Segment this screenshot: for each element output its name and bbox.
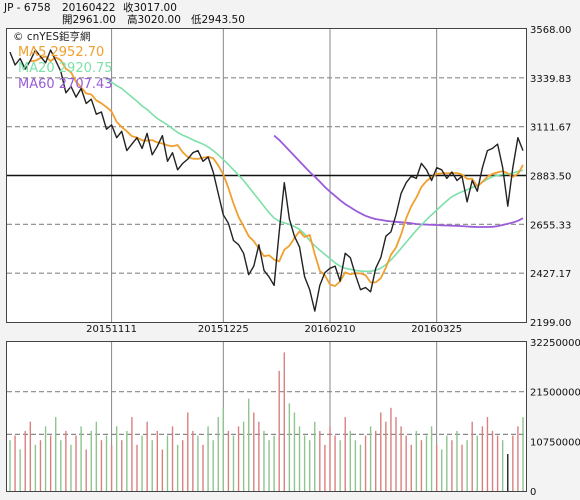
- symbol-label: JP - 6758: [4, 2, 51, 14]
- low-price: 低2943.50: [191, 14, 245, 26]
- volume-panel: [6, 341, 527, 492]
- y-tick-label: 2883.50: [530, 172, 571, 183]
- source-label: © cnYES鉅亨網: [13, 30, 90, 43]
- volume-tick-label: 10750000: [530, 437, 580, 448]
- high-price: 高3020.00: [127, 14, 181, 26]
- y-tick-label: 3111.67: [530, 123, 571, 134]
- volume-tick-label: 32250000: [530, 338, 580, 349]
- legend-ma5: MA5 2952.70: [18, 45, 104, 60]
- close-price: 收3017.00: [123, 2, 177, 14]
- y-tick-label: 2199.00: [530, 318, 571, 329]
- x-tick-label: 20151111: [86, 324, 137, 335]
- y-tick-label: 3568.00: [530, 25, 571, 36]
- price-line: [9, 49, 524, 312]
- open-price: 開2961.00: [62, 14, 116, 26]
- volume-tick-label: 21500000: [530, 388, 580, 399]
- x-tick-label: 20160210: [305, 324, 356, 335]
- y-tick-label: 2655.33: [530, 220, 571, 231]
- legend-ma60: MA60 2707.43: [18, 77, 113, 92]
- x-tick-label: 20160325: [411, 324, 462, 335]
- x-tick-label: 20151225: [198, 324, 249, 335]
- legend-ma20: MA20 2920.75: [18, 61, 113, 76]
- ma60-line: [273, 134, 524, 228]
- ma20-line: [106, 78, 524, 273]
- volume-tick-label: 0: [530, 487, 536, 498]
- date-label: 20160422: [62, 2, 116, 14]
- y-tick-label: 3339.83: [530, 74, 571, 85]
- y-tick-label: 2427.17: [530, 269, 571, 280]
